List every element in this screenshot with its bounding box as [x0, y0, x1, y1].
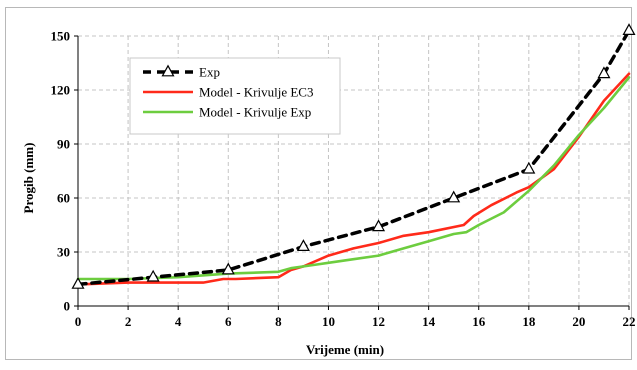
legend: Exp Model - Krivulje EC3 Model - Krivulje …: [129, 57, 341, 135]
y-tick-label: 0: [64, 299, 71, 314]
legend-marker: [161, 64, 175, 77]
y-tick-label: 150: [51, 29, 71, 44]
data-point-marker: [597, 66, 611, 79]
series-2: [76, 76, 631, 281]
x-tick-label: 12: [372, 314, 385, 329]
x-tick-label: 16: [472, 314, 486, 329]
x-tick-label: 18: [522, 314, 536, 329]
legend-item: Model - Krivulje Exp: [143, 105, 311, 120]
x-tick-label: 10: [322, 314, 335, 329]
x-tick-label: 6: [225, 314, 232, 329]
tick-labels: 0 2 4 6 8 10 12 14 16 18 20 22 0 30 60 90 120 150: [51, 29, 636, 330]
y-tick-label: 30: [57, 245, 70, 260]
y-tick-label: 120: [51, 83, 71, 98]
x-tick-label: 20: [572, 314, 585, 329]
series-0: [71, 23, 636, 289]
data-point-marker: [447, 190, 461, 203]
y-axis-title: Progib (mm): [21, 143, 36, 214]
x-tick-label: 0: [75, 314, 82, 329]
data-point-marker: [71, 276, 85, 289]
data-point-marker: [522, 161, 536, 174]
legend-item: Model - Krivulje EC3: [143, 85, 313, 100]
data-point-marker: [146, 269, 160, 282]
x-tick-label: 8: [275, 314, 282, 329]
series: [71, 23, 636, 289]
legend-label: Exp: [199, 65, 220, 80]
chart-border: [5, 7, 632, 360]
data-point-marker: [296, 239, 310, 251]
x-tick-label: 14: [422, 314, 436, 329]
legend-label: Model - Krivulje Exp: [199, 105, 311, 120]
y-tick-label: 60: [57, 191, 70, 206]
data-point-marker: [622, 23, 636, 36]
legend-item: Exp: [143, 65, 220, 80]
axes: [74, 35, 630, 310]
x-axis-title: Vrijeme (min): [306, 342, 384, 357]
grid: [78, 35, 630, 306]
x-tick-label: 2: [125, 314, 132, 329]
series-line-model: [76, 76, 631, 281]
data-point-marker: [372, 219, 386, 232]
legend-label: Model - Krivulje EC3: [199, 85, 313, 100]
x-tick-label: 22: [623, 314, 636, 329]
data-point-marker: [221, 262, 235, 275]
x-tick-label: 4: [175, 314, 182, 329]
y-tick-label: 90: [57, 137, 70, 152]
